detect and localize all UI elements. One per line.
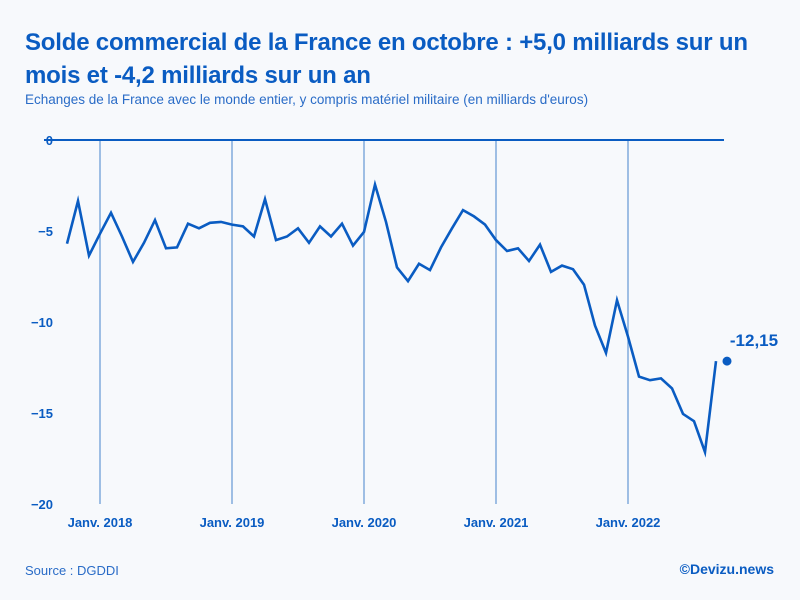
annotations: -12,15 — [722, 331, 778, 366]
x-tick-label: Janv. 2018 — [68, 515, 133, 530]
x-tick-label: Janv. 2019 — [200, 515, 265, 530]
y-axis: 0 −5 −10 −15 −20 — [31, 133, 724, 512]
series-line — [65, 179, 718, 458]
y-tick-label: −10 — [31, 315, 53, 330]
credit-logo: ©Devizu.news — [679, 561, 774, 577]
series — [65, 179, 718, 458]
y-tick-label: −5 — [38, 224, 53, 239]
x-tick-label: Janv. 2022 — [596, 515, 661, 530]
chart-title: Solde commercial de la France en octobre… — [25, 29, 748, 89]
end-value-label: -12,15 — [730, 331, 778, 350]
gridlines — [99, 140, 629, 504]
y-tick-label: −15 — [31, 406, 53, 421]
x-tick-label: Janv. 2020 — [332, 515, 397, 530]
end-point-marker — [722, 356, 732, 366]
source-note: Source : DGDDI — [25, 563, 119, 578]
y-tick-label: −20 — [31, 497, 53, 512]
x-axis: Janv. 2018 Janv. 2019 Janv. 2020 Janv. 2021… — [68, 515, 661, 530]
chart-subtitle: Echanges de la France avec le monde enti… — [25, 92, 589, 107]
y-tick-label: 0 — [46, 133, 53, 148]
x-tick-label: Janv. 2021 — [464, 515, 529, 530]
